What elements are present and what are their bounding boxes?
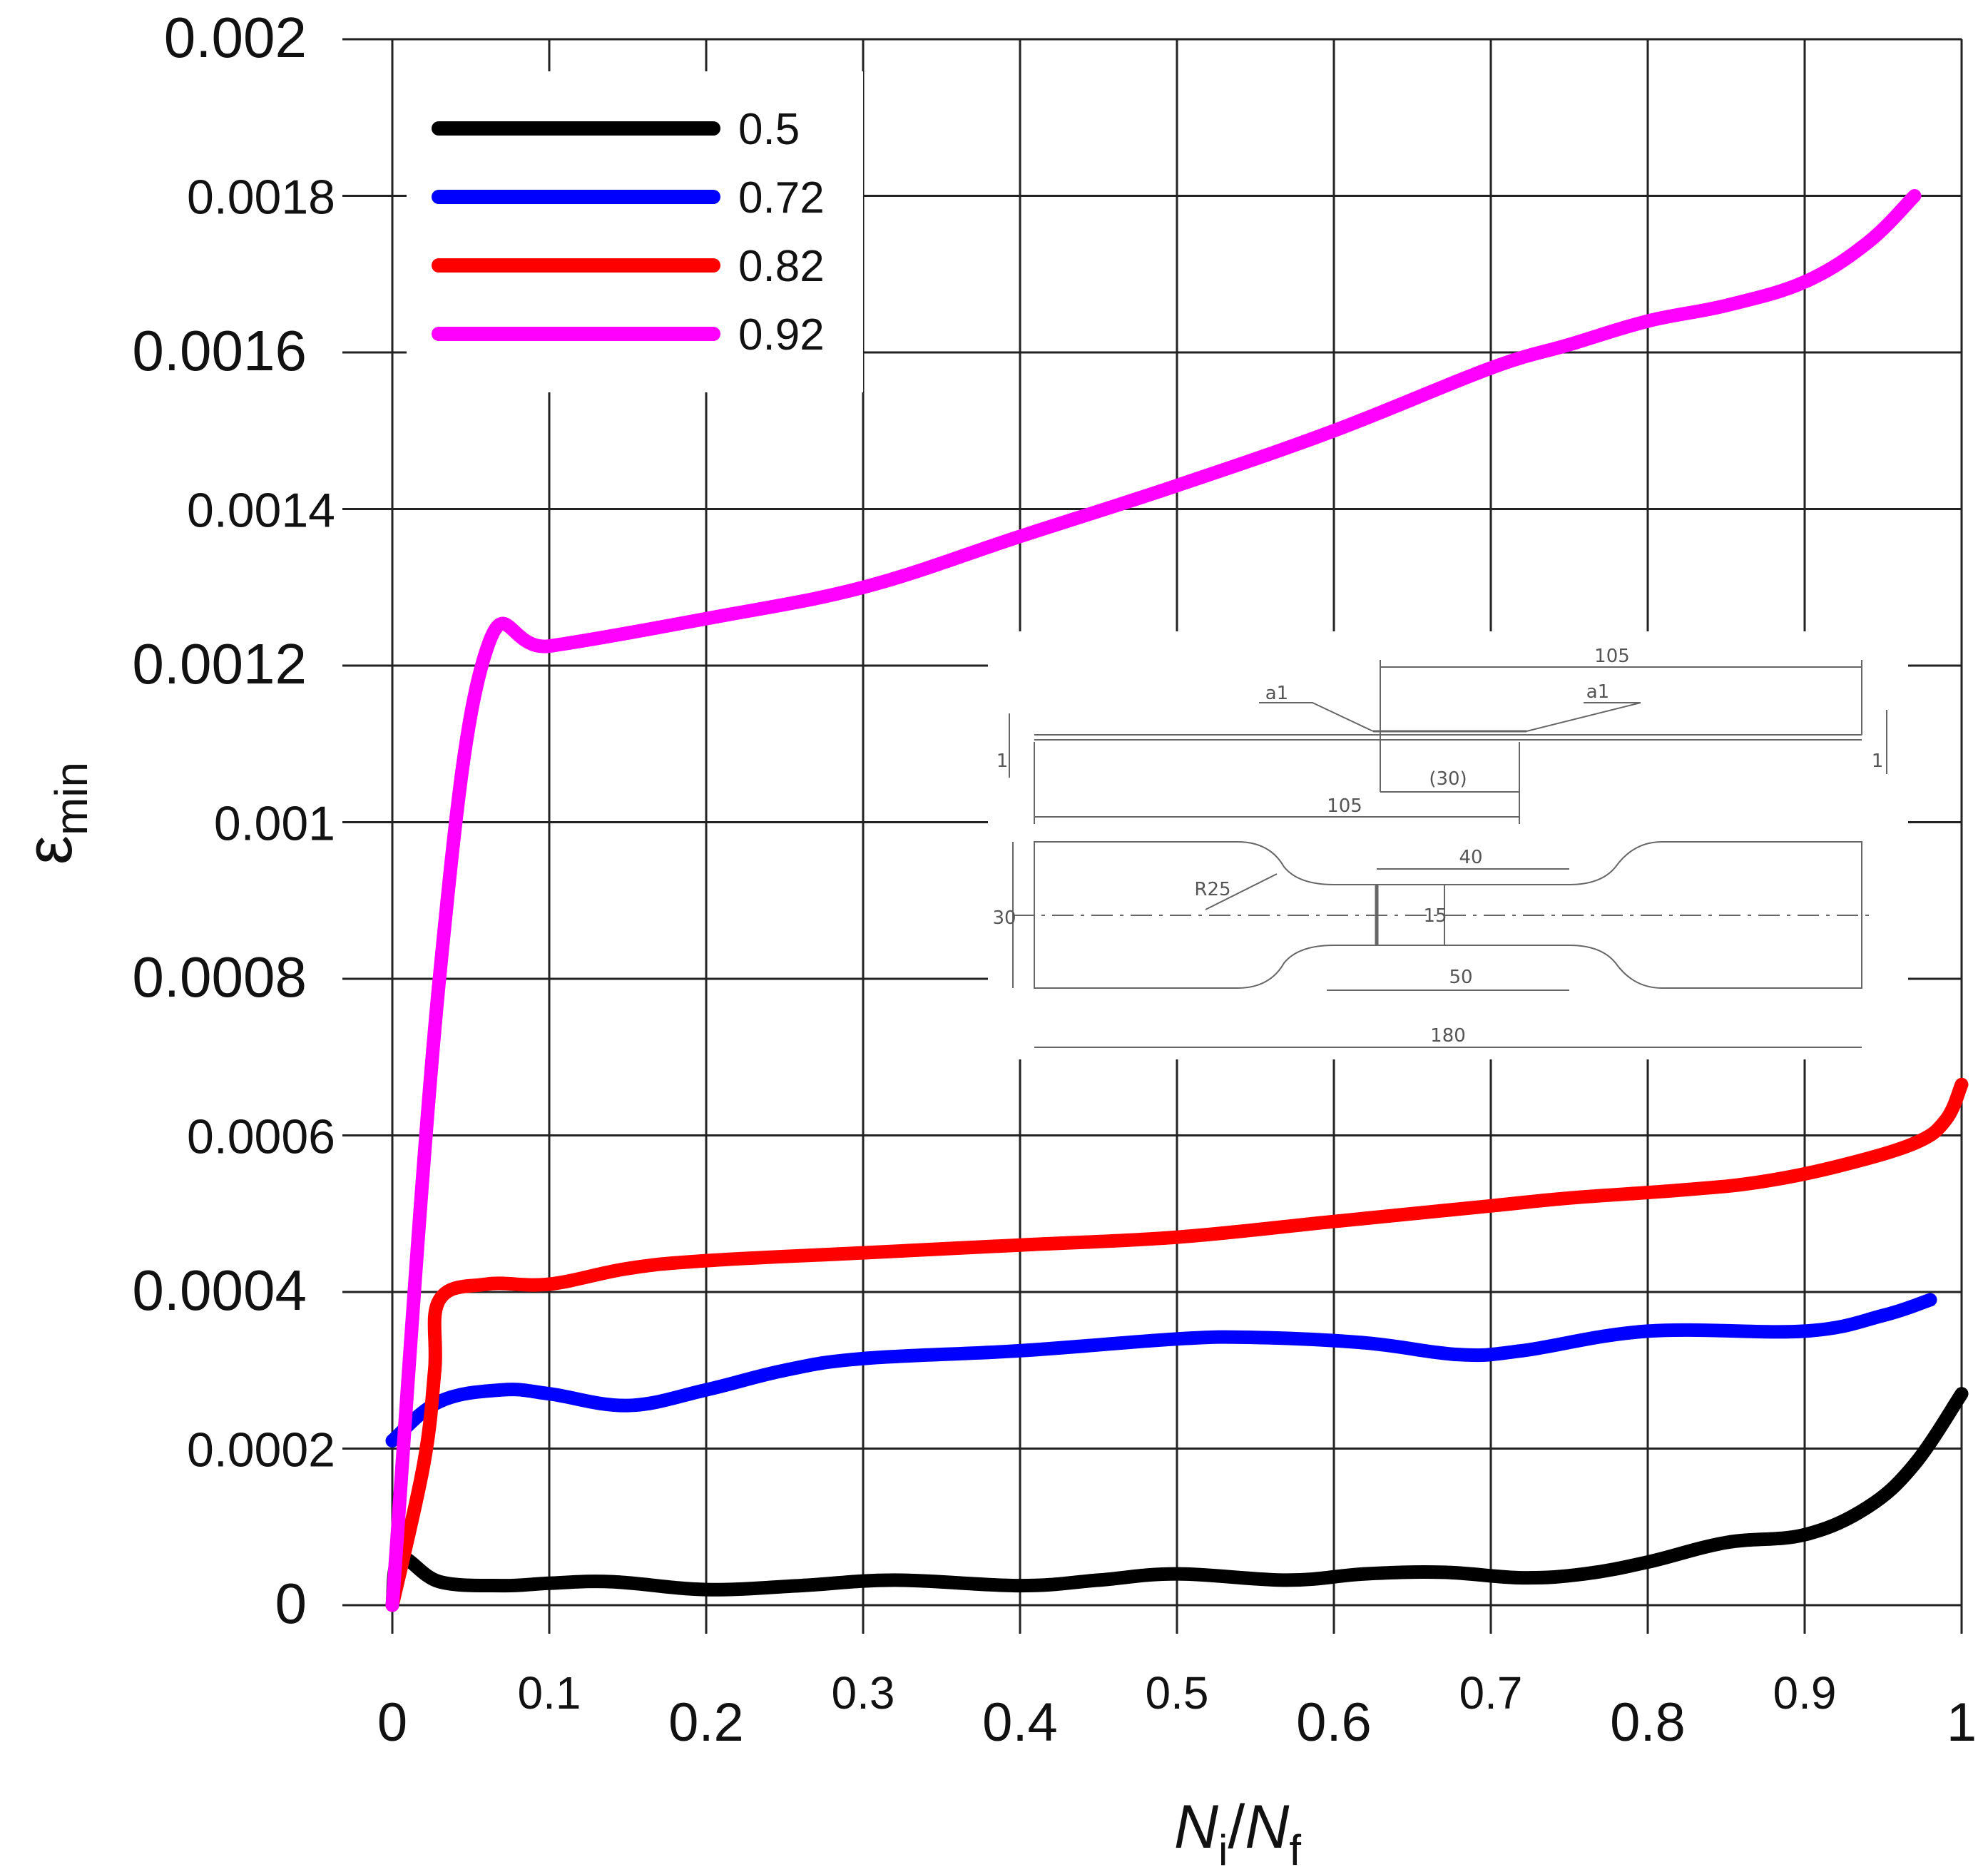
- dim-label-15: 15: [1423, 905, 1447, 927]
- series-line-0-92: [385, 189, 1922, 1612]
- legend-items: 0.5 0.72 0.82 0.92: [432, 105, 825, 360]
- y-tick-label: 0.0008: [132, 945, 307, 1009]
- x-axis-title: Ni/Nf: [1174, 1793, 1301, 1867]
- legend-label-3: 0.92: [738, 310, 825, 360]
- legend-label-0: 0.5: [738, 105, 800, 154]
- y-tick-label: 0.002: [164, 6, 307, 69]
- x-tick-label: 0.5: [1146, 1667, 1209, 1719]
- y-tick-label: 0.0018: [187, 171, 335, 225]
- x-axis-title-slash: /: [1228, 1793, 1245, 1861]
- x-tick-label: 0.2: [668, 1692, 744, 1753]
- y-tick-label: 0.0002: [187, 1423, 335, 1477]
- y-tick-label: 0.0014: [187, 484, 335, 538]
- y-tick-label: 0.0012: [132, 632, 307, 696]
- specimen-drawing-inset: 105 105 (30) a1 a1 1 1 40 30 R25 15 50 1…: [988, 631, 1908, 1059]
- x-axis-title-sub-f: f: [1289, 1826, 1301, 1867]
- x-axis-title-sub-i: i: [1218, 1826, 1228, 1867]
- y-axis-title-epsilon: ε: [13, 835, 86, 865]
- dim-label-r25: R25: [1194, 879, 1230, 900]
- weld-symbol-left: [1259, 702, 1374, 732]
- dim-label-50: 50: [1449, 967, 1472, 988]
- y-tick-label: 0.0006: [187, 1110, 335, 1164]
- specimen-outline: [1034, 841, 1862, 989]
- tick-labels: 0 0.1 0.2 0.3 0.4 0.5 0.6 0.7 0.8 0.9 1 0 0.0002 0.00…: [132, 6, 1977, 1753]
- weld-label-left: a1: [1265, 683, 1288, 704]
- thickness-label-right: 1: [1872, 751, 1884, 772]
- series-line-0-5: [385, 1387, 1969, 1612]
- dim-label-30: (30): [1429, 768, 1467, 790]
- series-line-0-72: [385, 1293, 1937, 1448]
- weld-symbol-right: [1526, 702, 1641, 732]
- legend: 0.5 0.72 0.82 0.92: [407, 71, 863, 392]
- y-tick-label: 0.001: [214, 797, 335, 851]
- dim-label-105-top: 105: [1594, 646, 1630, 667]
- series-line-0-82: [385, 1077, 1969, 1612]
- inset-background: [988, 631, 1908, 1059]
- x-tick-label: 0.6: [1296, 1692, 1372, 1753]
- y-axis-title: εmin: [13, 762, 97, 865]
- x-axis-title-n1: N: [1174, 1793, 1219, 1861]
- weld-label-right: a1: [1586, 681, 1609, 703]
- dim-label-180: 180: [1430, 1025, 1466, 1047]
- y-tick-label: 0.0004: [132, 1258, 307, 1322]
- dim-label-30-height: 30: [992, 907, 1016, 929]
- r25-leader: [1205, 873, 1278, 910]
- y-tick-label: 0: [275, 1572, 307, 1635]
- x-tick-label: 0.7: [1459, 1667, 1523, 1719]
- y-tick-label: 0.0016: [132, 319, 307, 382]
- legend-label-2: 0.82: [738, 242, 825, 291]
- x-tick-label: 0.4: [982, 1692, 1058, 1753]
- x-tick-label: 1: [1947, 1692, 1977, 1753]
- x-tick-label: 0.3: [832, 1667, 895, 1719]
- legend-label-1: 0.72: [738, 173, 825, 223]
- series-lines: [385, 189, 1969, 1612]
- x-tick-label: 0: [377, 1692, 407, 1753]
- thickness-label-left: 1: [996, 751, 1009, 772]
- dim-label-40: 40: [1459, 847, 1482, 868]
- x-tick-label: 0.8: [1610, 1692, 1686, 1753]
- dim-label-105-bottom: 105: [1327, 795, 1362, 817]
- y-axis-title-sub: min: [46, 762, 97, 835]
- x-tick-label: 0.9: [1773, 1667, 1837, 1719]
- x-axis-title-n2: N: [1245, 1793, 1290, 1861]
- x-tick-label: 0.1: [518, 1667, 581, 1719]
